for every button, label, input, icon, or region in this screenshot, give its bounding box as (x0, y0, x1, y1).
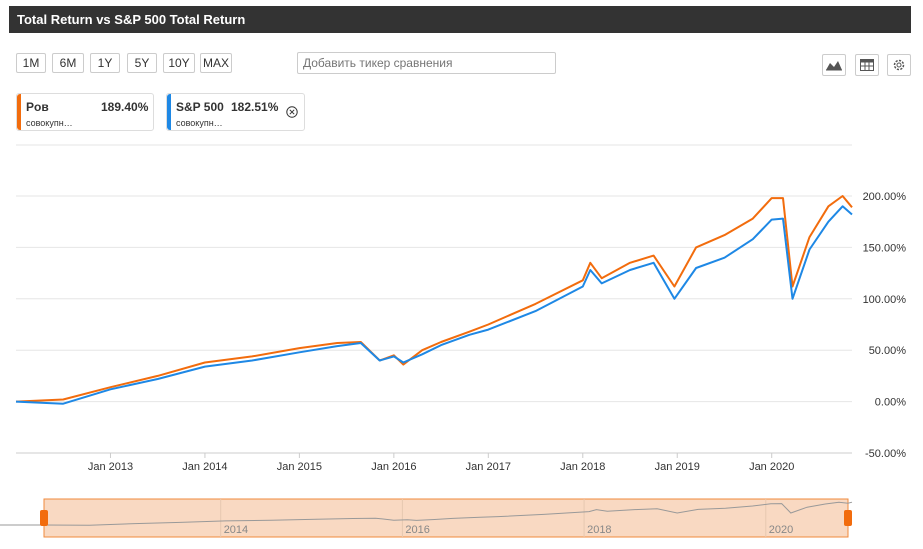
series-line-pov (15, 195, 853, 403)
navigator-handle-right (844, 510, 852, 526)
navigator-series-line (0, 501, 853, 526)
compare-ticker-input[interactable] (297, 52, 556, 74)
settings-icon (893, 59, 905, 71)
y-tick-label: 0.00% (875, 397, 906, 409)
chart-title-bar: Total Return vs S&P 500 Total Return (9, 6, 911, 33)
range-5y-button[interactable]: 5Y (127, 53, 157, 73)
chart-type-button[interactable] (822, 54, 846, 76)
x-tick-label: Jan 2015 (277, 461, 322, 473)
x-tick-label: Jan 2013 (88, 461, 133, 473)
table-view-button[interactable] (855, 54, 879, 76)
legend-series-value: 189.40% (101, 100, 149, 114)
navigator-tick-label: 2020 (769, 524, 793, 536)
range-10y-button[interactable]: 10Y (163, 53, 195, 73)
chart-title: Total Return vs S&P 500 Total Return (17, 12, 246, 27)
navigator-handle-left (40, 510, 48, 526)
y-tick-label: -50.00% (865, 448, 906, 460)
x-tick-label: Jan 2014 (182, 461, 227, 473)
settings-button[interactable] (887, 54, 911, 76)
range-1m-button[interactable]: 1M (16, 53, 46, 73)
legend-series-subtitle: совокупн… (26, 118, 73, 128)
x-tick-label: Jan 2020 (749, 461, 794, 473)
y-tick-label: 200.00% (863, 191, 907, 203)
navigator-background (0, 499, 923, 537)
navigator-tick-label: 2018 (587, 524, 611, 536)
series-line-sp500 (15, 205, 853, 405)
table-icon (860, 59, 874, 71)
legend-series-name: S&P 500 (176, 100, 224, 114)
x-tick-label: Jan 2016 (371, 461, 416, 473)
x-tick-label: Jan 2017 (466, 461, 511, 473)
chart-type-icon (826, 61, 842, 71)
y-tick-label: 50.00% (869, 345, 907, 357)
y-tick-label: 100.00% (863, 294, 907, 306)
navigator-tick-label: 2016 (405, 524, 429, 536)
legend-series-value: 182.51% (231, 100, 279, 114)
range-max-button[interactable]: MAX (200, 53, 232, 73)
navigator-selection (43, 498, 849, 538)
legend-color-bar (167, 94, 171, 130)
range-1y-button[interactable]: 1Y (90, 53, 120, 73)
x-tick-label: Jan 2018 (560, 461, 605, 473)
legend-color-bar (17, 94, 21, 130)
y-tick-label: 150.00% (863, 242, 907, 254)
x-tick-label: Jan 2019 (655, 461, 700, 473)
legend-card-sp500[interactable]: S&P 500 182.51% совокупн… (166, 93, 305, 131)
legend-card-pov[interactable]: Pов 189.40% совокупн… (16, 93, 154, 131)
remove-series-icon[interactable] (286, 106, 298, 118)
range-6m-button[interactable]: 6M (52, 53, 84, 73)
legend-series-name: Pов (26, 100, 49, 114)
legend-series-subtitle: совокупн… (176, 118, 223, 128)
navigator-tick-label: 2014 (224, 524, 248, 536)
